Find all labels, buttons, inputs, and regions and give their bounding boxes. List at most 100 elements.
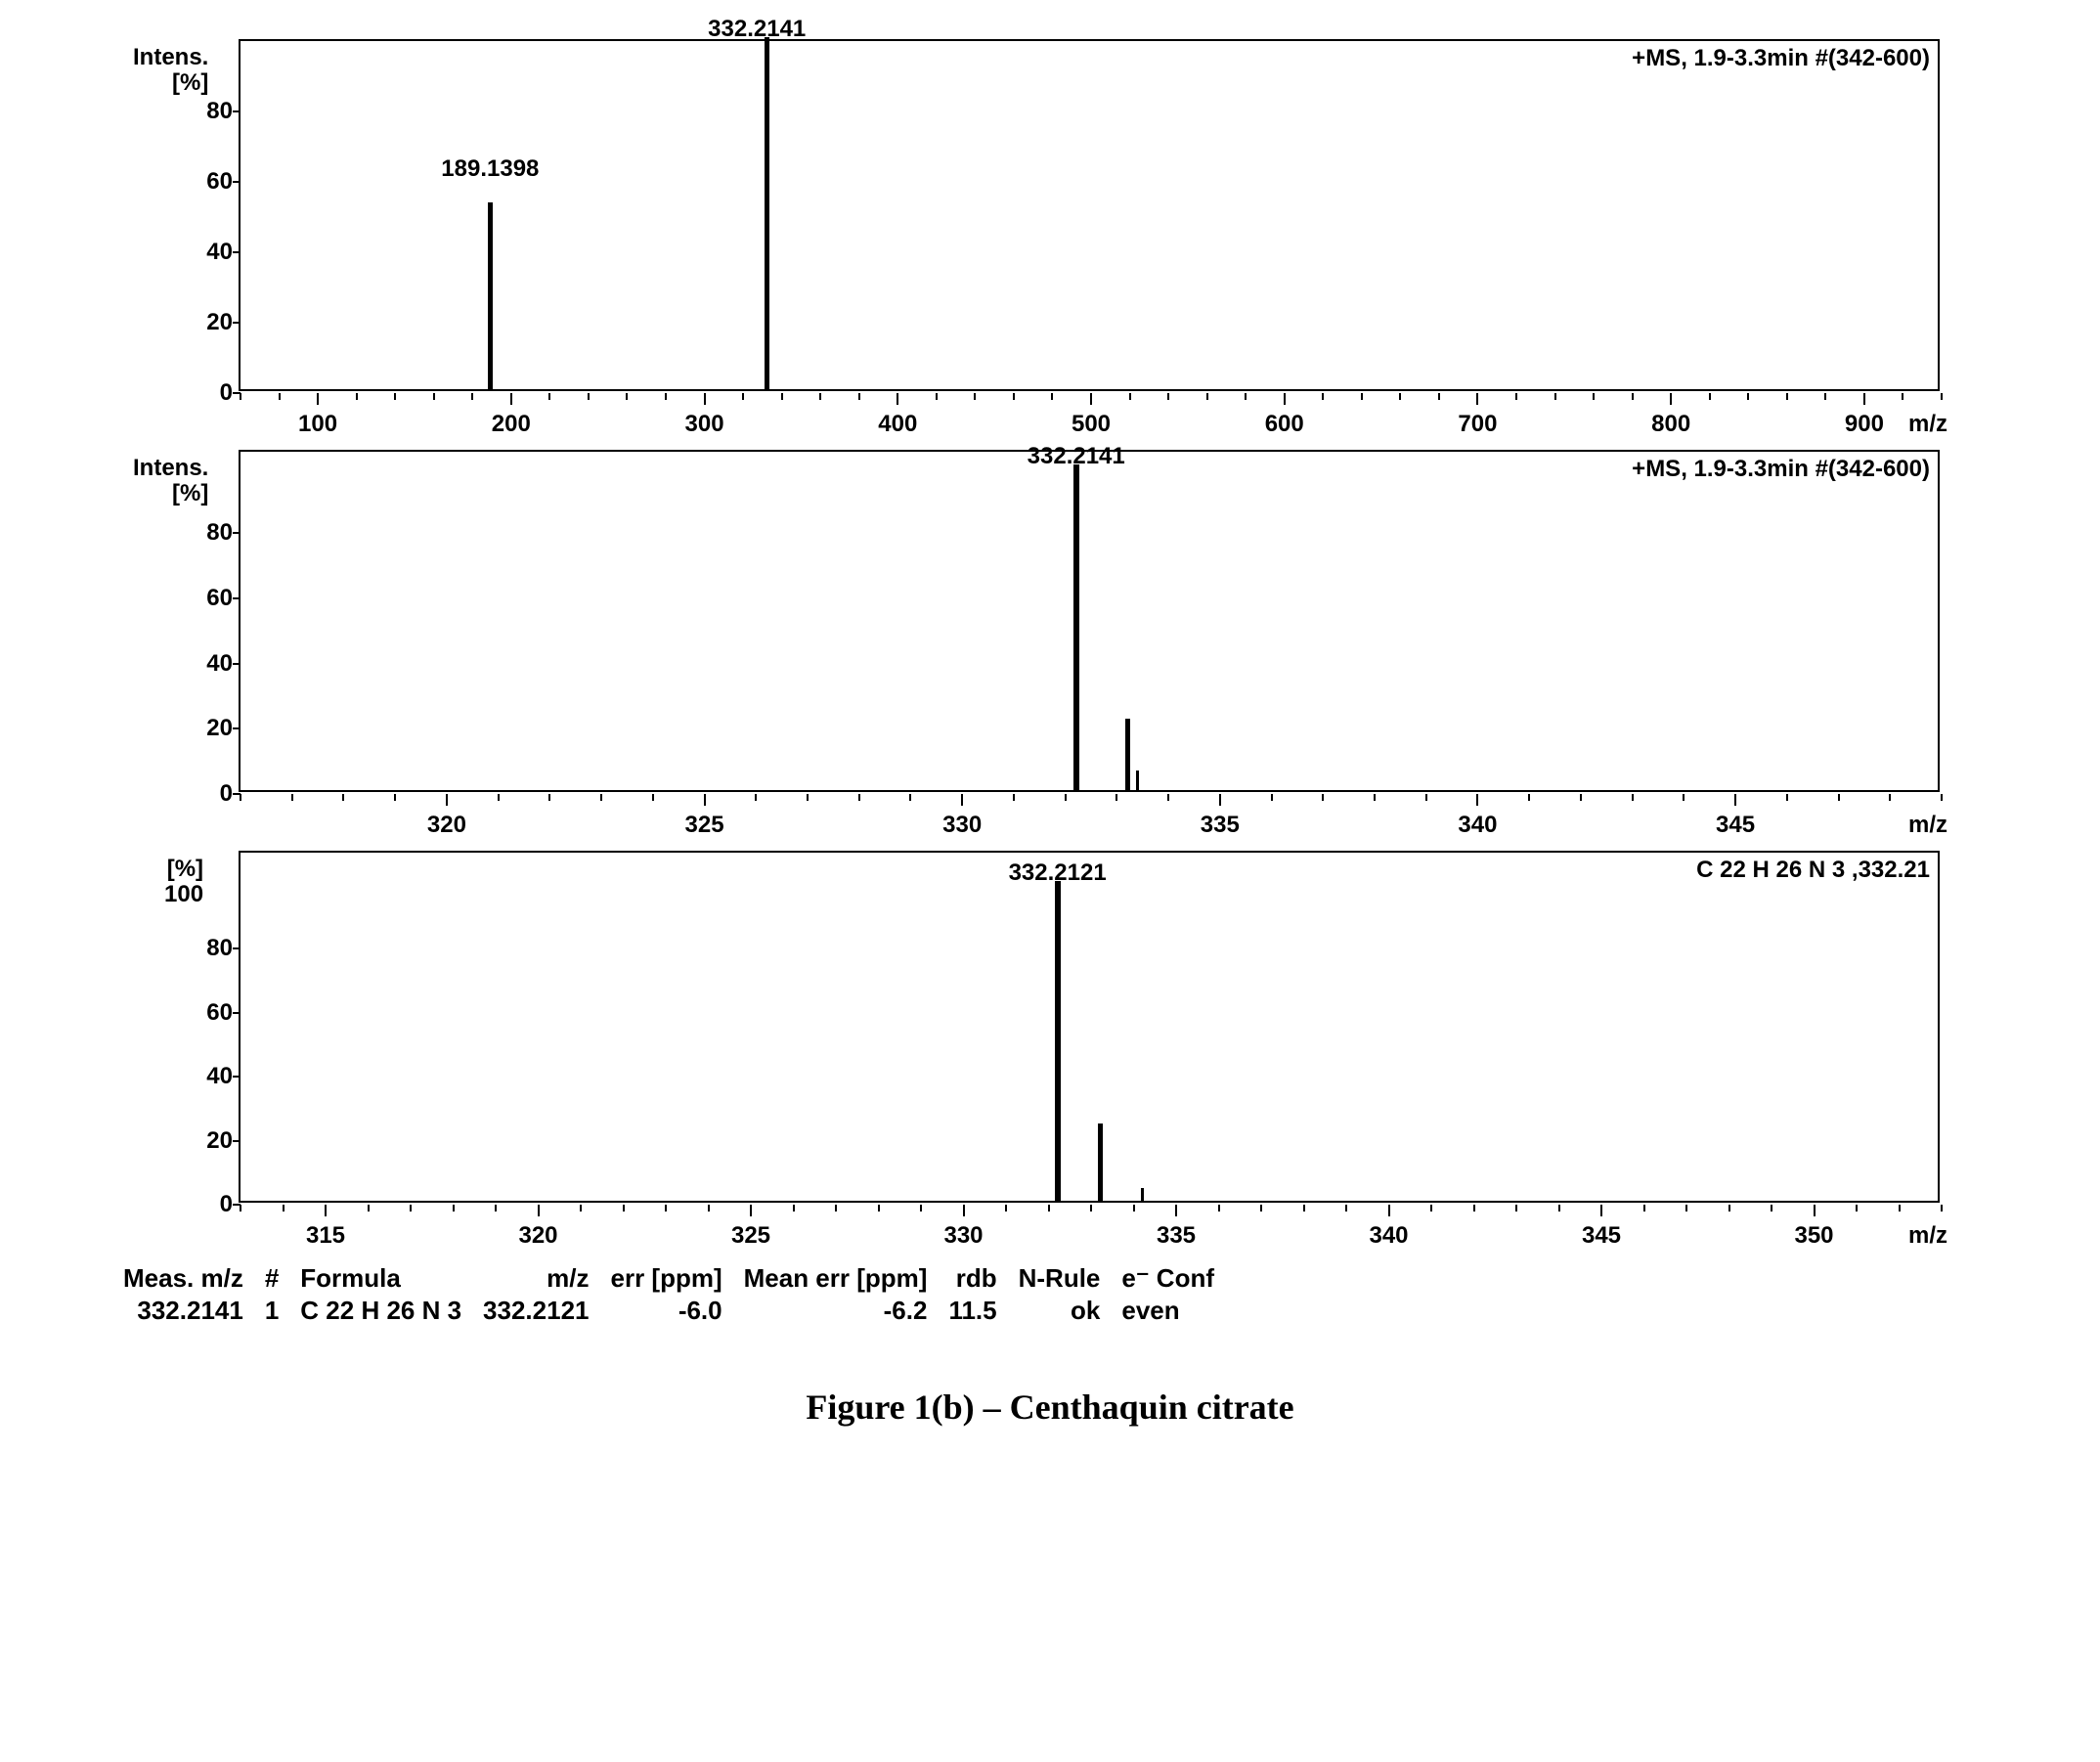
table-column-header: N-Rule	[1019, 1263, 1120, 1294]
y-tick-label: 80	[206, 519, 241, 547]
x-tick-label: 500	[1072, 411, 1111, 438]
spectrum-peak	[1141, 1188, 1144, 1201]
x-minor-tick-mark	[781, 393, 783, 400]
x-major-tick-mark	[1863, 393, 1865, 405]
x-major-tick-mark	[1670, 393, 1672, 405]
peak-label: 332.2141	[708, 16, 806, 43]
x-minor-tick-mark	[240, 393, 241, 400]
x-minor-tick-mark	[1133, 1205, 1135, 1211]
table-cell: -6.2	[744, 1296, 947, 1326]
x-minor-tick-mark	[1322, 794, 1324, 801]
table-cell: C 22 H 26 N 3	[300, 1296, 481, 1326]
x-major-tick-mark	[446, 794, 448, 806]
x-minor-tick-mark	[580, 1205, 582, 1211]
x-minor-tick-mark	[342, 794, 344, 801]
panels-host: Intens.[%]+MS, 1.9-3.3min #(342-600)0204…	[121, 39, 1979, 1203]
x-minor-tick-mark	[1941, 393, 1943, 400]
y-axis-title: [%]100	[164, 857, 203, 908]
x-minor-tick-mark	[807, 794, 809, 801]
x-minor-tick-mark	[548, 393, 550, 400]
x-tick-label: 100	[298, 411, 337, 438]
x-major-tick-mark	[1814, 1205, 1816, 1216]
spectrum-peak	[1098, 1123, 1103, 1201]
x-tick-label: 320	[427, 812, 466, 839]
x-tick-label: 600	[1265, 411, 1304, 438]
x-tick-label: 325	[685, 812, 724, 839]
plot-area: Intens.[%]+MS, 1.9-3.3min #(342-600)0204…	[239, 450, 1940, 792]
x-minor-tick-mark	[858, 393, 860, 400]
x-minor-tick-mark	[356, 393, 358, 400]
x-tick-label: 340	[1369, 1222, 1408, 1250]
y-tick-label: 0	[220, 379, 241, 407]
y-tick-label: 20	[206, 309, 241, 336]
x-minor-tick-mark	[1856, 1205, 1858, 1211]
x-minor-tick-mark	[1013, 393, 1015, 400]
x-minor-tick-mark	[240, 1205, 241, 1211]
x-minor-tick-mark	[1065, 794, 1067, 801]
x-minor-tick-mark	[1374, 794, 1376, 801]
spectrum-peak	[1055, 881, 1061, 1201]
table-column-header: Mean err [ppm]	[744, 1263, 947, 1294]
x-tick-label: 325	[731, 1222, 770, 1250]
spectrum-peak	[1136, 771, 1139, 790]
x-minor-tick-mark	[1438, 393, 1440, 400]
x-major-tick-mark	[750, 1205, 752, 1216]
table-column-header: #	[265, 1263, 298, 1294]
table-body: 332.21411C 22 H 26 N 3332.2121-6.0-6.211…	[123, 1296, 1234, 1326]
x-minor-tick-mark	[858, 794, 860, 801]
x-minor-tick-mark	[1902, 393, 1903, 400]
x-minor-tick-mark	[819, 393, 821, 400]
table-column-header: e⁻ Conf	[1121, 1263, 1234, 1294]
x-major-tick-mark	[1090, 393, 1092, 405]
x-minor-tick-mark	[548, 794, 550, 801]
spectrum-peak	[488, 202, 493, 389]
figure-caption: Figure 1(b) – Centhaquin citrate	[121, 1387, 1979, 1428]
x-major-tick-mark	[1175, 1205, 1177, 1216]
x-minor-tick-mark	[1399, 393, 1401, 400]
x-minor-tick-mark	[1709, 393, 1711, 400]
x-minor-tick-mark	[394, 393, 396, 400]
table-row: 332.21411C 22 H 26 N 3332.2121-6.0-6.211…	[123, 1296, 1234, 1326]
x-tick-label: 335	[1201, 812, 1240, 839]
x-axis-title: m/z	[1908, 1222, 1947, 1250]
spectrum-panel: Intens.[%]+MS, 1.9-3.3min #(342-600)0204…	[121, 39, 1979, 391]
x-minor-tick-mark	[394, 794, 396, 801]
x-minor-tick-mark	[920, 1205, 922, 1211]
x-minor-tick-mark	[600, 794, 602, 801]
results-table: Meas. m/z#Formulam/zerr [ppm]Mean err [p…	[121, 1261, 1236, 1328]
table-cell: 332.2141	[123, 1296, 263, 1326]
spectrum-panel: Intens.[%]+MS, 1.9-3.3min #(342-600)0204…	[121, 450, 1979, 792]
y-tick-label: 80	[206, 935, 241, 962]
x-axis-title: m/z	[1908, 411, 1947, 438]
x-minor-tick-mark	[652, 794, 654, 801]
x-minor-tick-mark	[498, 794, 500, 801]
spectrum-panel: [%]100C 22 H 26 N 3 ,332.210204060803153…	[121, 851, 1979, 1203]
x-minor-tick-mark	[1643, 1205, 1645, 1211]
peak-label: 332.2121	[1009, 859, 1107, 887]
x-minor-tick-mark	[1425, 794, 1427, 801]
x-minor-tick-mark	[1515, 1205, 1517, 1211]
peak-label: 189.1398	[441, 155, 539, 183]
x-minor-tick-mark	[1051, 393, 1053, 400]
peak-label: 332.2141	[1028, 443, 1125, 470]
x-minor-tick-mark	[878, 1205, 880, 1211]
x-minor-tick-mark	[1245, 393, 1247, 400]
table-cell: ok	[1019, 1296, 1120, 1326]
x-tick-label: 335	[1157, 1222, 1196, 1250]
x-minor-tick-mark	[1786, 393, 1788, 400]
x-minor-tick-mark	[909, 794, 911, 801]
x-major-tick-mark	[963, 1205, 965, 1216]
x-tick-label: 345	[1582, 1222, 1621, 1250]
x-minor-tick-mark	[1167, 393, 1169, 400]
x-tick-label: 800	[1651, 411, 1690, 438]
y-tick-label: 0	[220, 1191, 241, 1218]
x-minor-tick-mark	[1303, 1205, 1305, 1211]
x-minor-tick-mark	[279, 393, 281, 400]
table-column-header: m/z	[483, 1263, 608, 1294]
y-tick-label: 80	[206, 98, 241, 125]
x-minor-tick-mark	[742, 393, 744, 400]
x-tick-label: 345	[1716, 812, 1755, 839]
x-major-tick-mark	[704, 794, 706, 806]
table-column-header: rdb	[948, 1263, 1016, 1294]
x-major-tick-mark	[897, 393, 898, 405]
